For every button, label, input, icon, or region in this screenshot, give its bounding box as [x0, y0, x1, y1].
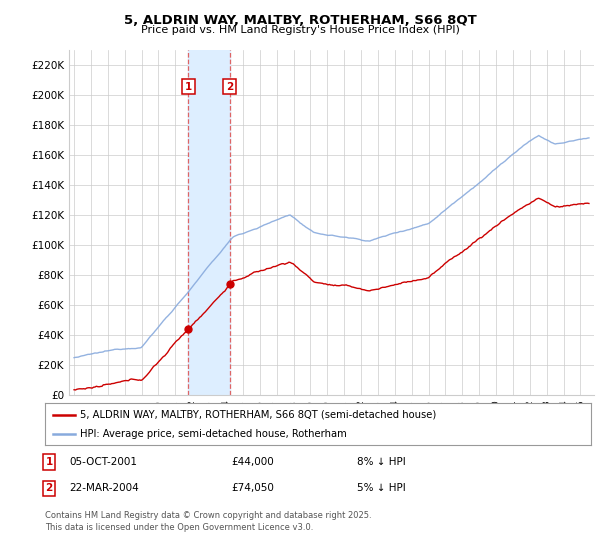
- Text: Contains HM Land Registry data © Crown copyright and database right 2025.
This d: Contains HM Land Registry data © Crown c…: [45, 511, 371, 531]
- Text: 5% ↓ HPI: 5% ↓ HPI: [357, 483, 406, 493]
- Text: 05-OCT-2001: 05-OCT-2001: [69, 457, 137, 467]
- Text: 2: 2: [226, 82, 233, 92]
- Text: Price paid vs. HM Land Registry's House Price Index (HPI): Price paid vs. HM Land Registry's House …: [140, 25, 460, 35]
- Bar: [188, 50, 230, 395]
- Text: 22-MAR-2004: 22-MAR-2004: [69, 483, 139, 493]
- Text: 1: 1: [46, 457, 53, 467]
- Text: 8% ↓ HPI: 8% ↓ HPI: [357, 457, 406, 467]
- Text: 5, ALDRIN WAY, MALTBY, ROTHERHAM, S66 8QT: 5, ALDRIN WAY, MALTBY, ROTHERHAM, S66 8Q…: [124, 14, 476, 27]
- Text: HPI: Average price, semi-detached house, Rotherham: HPI: Average price, semi-detached house,…: [80, 429, 347, 439]
- Text: £74,050: £74,050: [231, 483, 274, 493]
- Text: 5, ALDRIN WAY, MALTBY, ROTHERHAM, S66 8QT (semi-detached house): 5, ALDRIN WAY, MALTBY, ROTHERHAM, S66 8Q…: [80, 409, 437, 419]
- Text: 2: 2: [46, 483, 53, 493]
- Text: 1: 1: [185, 82, 192, 92]
- Text: £44,000: £44,000: [231, 457, 274, 467]
